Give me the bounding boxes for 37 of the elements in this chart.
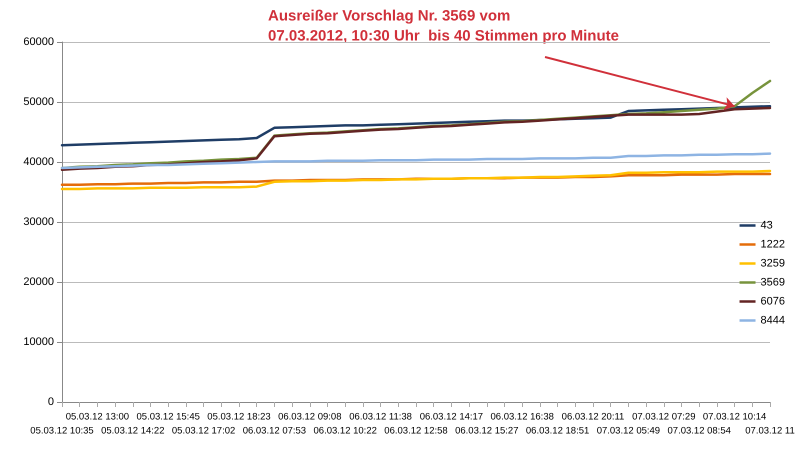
- x-tick-label: 06.03.12 11:38: [349, 412, 412, 422]
- x-tick-label: 06.03.12 07:53: [242, 426, 306, 436]
- y-tick-label: 50000: [23, 96, 54, 108]
- y-tick-label: 0: [48, 396, 54, 408]
- x-tick-label: 05.03.12 10:35: [30, 426, 94, 436]
- x-tick-label: 06.03.12 18:51: [526, 426, 590, 436]
- legend-label: 1222: [760, 238, 786, 250]
- x-tick-label: 05.03.12 18:23: [207, 412, 271, 422]
- x-tick-label: 06.03.12 10:22: [313, 426, 377, 436]
- x-tick-label: 06.03.12 09:08: [278, 412, 342, 422]
- x-tick-label: 06.03.12 15:27: [455, 426, 519, 436]
- x-tick-label: 05.03.12 15:45: [136, 412, 200, 422]
- x-tick-label: 06.03.12 12:58: [384, 426, 448, 436]
- legend-label: 3569: [760, 276, 786, 288]
- x-tick-label: 05.03.12 14:22: [101, 426, 165, 436]
- legend-label: 8444: [760, 314, 786, 326]
- line-series: [60, 170, 772, 190]
- x-tick-label: 07.03.12 08:54: [667, 426, 731, 436]
- x-tick-label: 07.03.12 10:14: [702, 412, 766, 422]
- y-tick-label: 20000: [23, 276, 54, 288]
- x-tick-label: 07.03.12 11: [745, 426, 795, 436]
- y-tick-label: 30000: [23, 216, 54, 228]
- y-tick-label: 10000: [23, 336, 54, 348]
- x-tick-label: 06.03.12 14:17: [420, 412, 484, 422]
- legend-label: 43: [760, 220, 773, 232]
- line-series: [60, 152, 772, 170]
- annotation: Ausreißer Vorschlag Nr. 3569 vom 07.03.2012, 10:30 Uhr bis 40 Stimmen pro Minute: [268, 8, 619, 44]
- x-tick-label: 06.03.12 16:38: [490, 412, 554, 422]
- y-tick-label: 60000: [23, 36, 54, 48]
- x-tick-label: 05.03.12 13:00: [66, 412, 130, 422]
- legend-label: 3259: [760, 258, 786, 270]
- x-tick-label: 06.03.12 20:11: [562, 412, 624, 422]
- x-tick-label: 07.03.12 05:49: [596, 426, 660, 436]
- x-tick-label: 05.03.12 17:02: [172, 426, 236, 436]
- legend-label: 6076: [760, 296, 786, 308]
- y-tick-label: 40000: [23, 156, 54, 168]
- x-tick-label: 07.03.12 07:29: [632, 412, 696, 422]
